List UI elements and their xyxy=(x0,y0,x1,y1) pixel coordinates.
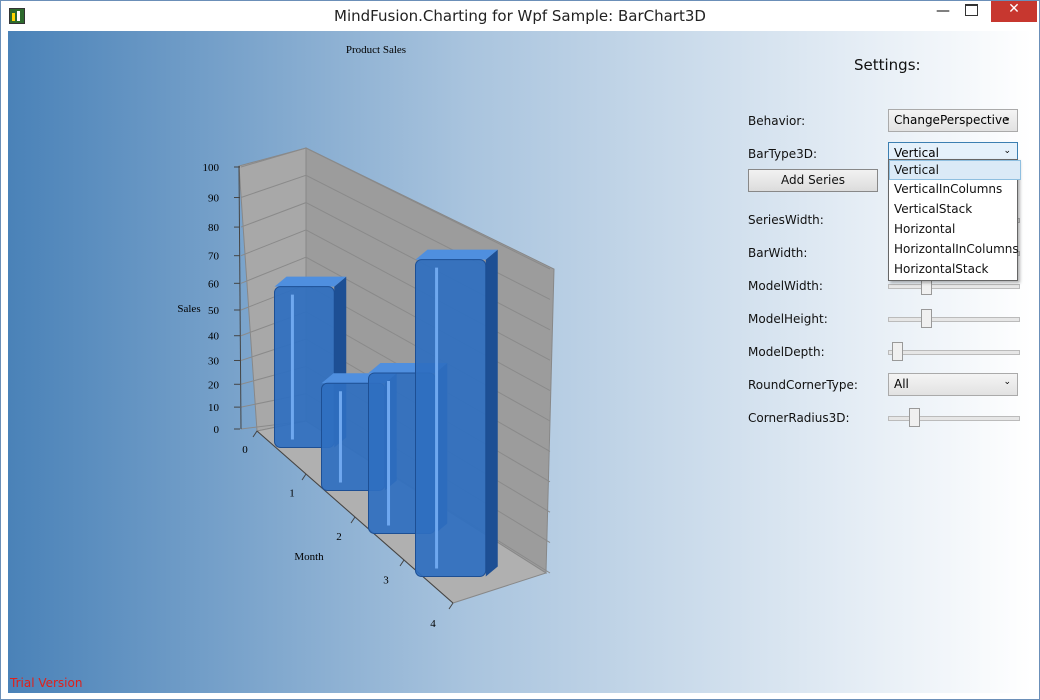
x-tick-label: 2 xyxy=(336,531,342,543)
close-button[interactable]: ✕ xyxy=(991,1,1037,22)
slider-track[interactable] xyxy=(888,416,1020,421)
dropdown-value: Vertical xyxy=(894,146,939,160)
dropdown-value: All xyxy=(894,377,909,391)
minimize-button[interactable]: — xyxy=(936,3,950,19)
app-icon xyxy=(9,8,25,24)
slider-thumb[interactable] xyxy=(921,309,932,328)
dropdown-option[interactable]: HorizontalInColumns xyxy=(894,242,1019,256)
y-axis xyxy=(238,165,242,430)
trial-label: Trial Version xyxy=(10,676,83,690)
add-series-button[interactable]: Add Series xyxy=(748,169,878,192)
y-tick-label: 40 xyxy=(208,331,220,343)
bar xyxy=(415,259,487,577)
y-tick-label: 100 xyxy=(203,162,220,174)
x-tick xyxy=(252,430,258,438)
setting-label: RoundCornerType: xyxy=(748,378,858,392)
y-tick-label: 70 xyxy=(208,251,220,263)
setting-label: CornerRadius3D: xyxy=(748,411,850,425)
x-tick xyxy=(448,602,454,610)
setting-label: ModelWidth: xyxy=(748,279,823,293)
slider-thumb[interactable] xyxy=(892,342,903,361)
x-tick xyxy=(399,559,405,567)
dropdown[interactable]: ChangePerspective ⌄ xyxy=(888,109,1018,132)
window-title: MindFusion.Charting for Wpf Sample: BarC… xyxy=(334,7,706,25)
x-tick xyxy=(350,516,356,524)
y-tick-label: 0 xyxy=(214,424,220,436)
dropdown-list[interactable]: Vertical VerticalInColumns VerticalStack Ho… xyxy=(888,159,1021,281)
slider-track[interactable] xyxy=(888,317,1020,322)
y-tick-label: 20 xyxy=(208,379,220,391)
chart: Product SalesSalesMonth01020304050607080… xyxy=(177,44,555,630)
maximize-button[interactable] xyxy=(965,4,978,16)
bar-top xyxy=(415,249,498,260)
y-tick-label: 60 xyxy=(208,278,220,290)
dropdown-arrow: ⌄ xyxy=(1003,377,1011,387)
y-tick-label: 80 xyxy=(208,222,220,234)
bar-top xyxy=(274,276,347,287)
setting-label: BarType3D: xyxy=(748,147,817,161)
x-tick xyxy=(301,473,307,481)
y-tick-label: 90 xyxy=(208,193,220,205)
y-tick-label: 30 xyxy=(208,355,220,367)
dropdown-value: ChangePerspective xyxy=(894,113,1010,127)
setting-label: BarWidth: xyxy=(748,246,808,260)
setting-label: Behavior: xyxy=(748,114,806,128)
chart-title: Product Sales xyxy=(346,44,406,56)
client-area: Product Sales Sales Month 0 10 20 30 40 50 60 70 80… xyxy=(8,31,1032,693)
x-axis-label: Month xyxy=(294,551,324,563)
dropdown-option[interactable]: VerticalInColumns xyxy=(894,182,1003,196)
bar-side xyxy=(485,249,498,577)
dropdown[interactable]: All ⌄ xyxy=(888,373,1018,396)
dropdown-arrow: ⌄ xyxy=(1003,113,1011,123)
dropdown-option[interactable]: VerticalStack xyxy=(894,202,973,216)
bar xyxy=(274,286,335,448)
dropdown-option[interactable]: Horizontal xyxy=(894,222,956,236)
dropdown-option[interactable]: Vertical xyxy=(889,160,1021,180)
setting-label: ModelHeight: xyxy=(748,312,828,326)
slider-track[interactable] xyxy=(888,284,1020,289)
setting-label: ModelDepth: xyxy=(748,345,825,359)
y-axis-label: Sales xyxy=(177,303,200,315)
settings-panel: Settings: Behavior: ChangePerspective ⌄ BarT… xyxy=(8,31,1032,693)
slider-thumb[interactable] xyxy=(909,408,920,427)
x-tick-label: 1 xyxy=(289,488,295,500)
y-tick-label: 50 xyxy=(208,305,220,317)
setting-label: SeriesWidth: xyxy=(748,213,824,227)
title-bar: MindFusion.Charting for Wpf Sample: BarC… xyxy=(1,1,1039,31)
bar-group xyxy=(415,249,498,577)
grid-line xyxy=(240,147,551,270)
slider-track[interactable] xyxy=(888,350,1020,355)
x-tick-label: 4 xyxy=(430,618,436,630)
dropdown-arrow: ⌄ xyxy=(1003,146,1011,156)
settings-title: Settings: xyxy=(854,56,921,74)
x-tick-label: 3 xyxy=(383,575,389,587)
dropdown-option[interactable]: HorizontalStack xyxy=(894,262,989,276)
bar-group xyxy=(274,276,347,448)
y-tick-label: 10 xyxy=(208,402,220,414)
x-tick-label: 0 xyxy=(242,444,248,456)
